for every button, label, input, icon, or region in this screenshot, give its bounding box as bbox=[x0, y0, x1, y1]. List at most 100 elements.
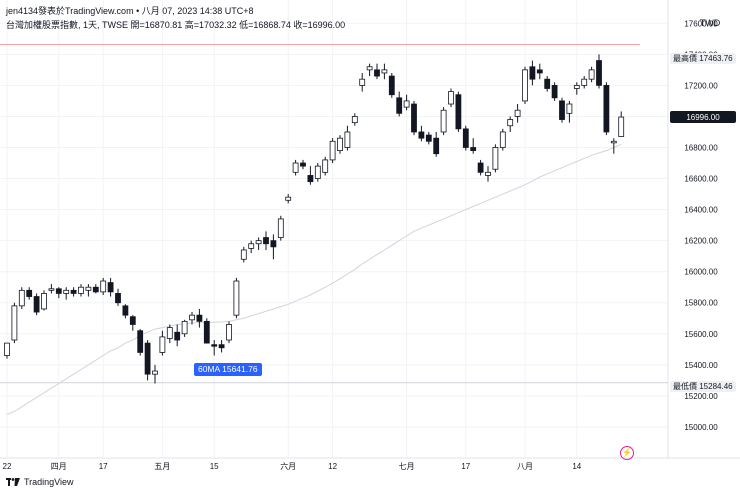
candle[interactable] bbox=[63, 287, 70, 300]
candle[interactable] bbox=[285, 194, 292, 204]
candle[interactable] bbox=[418, 125, 425, 142]
candle[interactable] bbox=[351, 113, 358, 126]
candle[interactable] bbox=[18, 287, 25, 309]
candle[interactable] bbox=[485, 166, 491, 182]
candle-body bbox=[270, 240, 277, 248]
symbol-ohlc-info: 台灣加權股票指數, 1天, TWSE 開=16870.81 高=17032.32… bbox=[6, 20, 346, 30]
candle[interactable] bbox=[396, 91, 403, 117]
candle-body bbox=[485, 171, 491, 176]
candle[interactable] bbox=[100, 277, 107, 295]
candle[interactable] bbox=[403, 94, 410, 111]
candle[interactable] bbox=[522, 66, 528, 105]
price-tick-label: 15000.00 bbox=[684, 423, 718, 432]
candle[interactable] bbox=[78, 284, 84, 297]
price-tick-label: 15800.00 bbox=[684, 299, 718, 308]
candle[interactable] bbox=[115, 288, 121, 306]
candle[interactable] bbox=[596, 54, 602, 89]
lightning-icon[interactable]: ⚡ bbox=[620, 446, 634, 460]
tradingview-footer[interactable]: TradingView bbox=[6, 477, 74, 487]
candle[interactable] bbox=[381, 63, 388, 80]
candle[interactable] bbox=[233, 277, 240, 319]
candle[interactable] bbox=[411, 100, 417, 136]
candle[interactable] bbox=[307, 166, 314, 185]
candle[interactable] bbox=[11, 302, 18, 344]
candle[interactable] bbox=[366, 63, 373, 77]
candle[interactable] bbox=[344, 125, 351, 151]
candle-body bbox=[396, 97, 403, 114]
candle[interactable] bbox=[329, 138, 336, 164]
candle[interactable] bbox=[211, 340, 218, 356]
candle[interactable] bbox=[122, 304, 129, 319]
candle[interactable] bbox=[144, 340, 151, 381]
candle[interactable] bbox=[455, 91, 462, 132]
candle[interactable] bbox=[92, 284, 99, 294]
candle[interactable] bbox=[33, 293, 40, 316]
candle[interactable] bbox=[292, 159, 299, 176]
candle[interactable] bbox=[337, 135, 343, 154]
candle[interactable] bbox=[55, 287, 62, 299]
candle[interactable] bbox=[181, 319, 188, 337]
candle[interactable] bbox=[529, 60, 536, 86]
candle[interactable] bbox=[448, 88, 454, 108]
candle[interactable] bbox=[559, 97, 565, 123]
candle[interactable] bbox=[218, 340, 225, 353]
candle[interactable] bbox=[137, 329, 144, 356]
candle[interactable] bbox=[440, 107, 447, 136]
candle[interactable] bbox=[196, 308, 203, 328]
candle[interactable] bbox=[603, 82, 610, 136]
candle[interactable] bbox=[566, 100, 573, 123]
candle[interactable] bbox=[536, 63, 543, 80]
candle[interactable] bbox=[263, 231, 269, 250]
candle[interactable] bbox=[322, 156, 329, 176]
candle[interactable] bbox=[166, 324, 173, 344]
candle[interactable] bbox=[129, 315, 136, 331]
candle[interactable] bbox=[514, 104, 521, 123]
candle[interactable] bbox=[240, 246, 247, 263]
candle-body bbox=[218, 344, 225, 349]
candle[interactable] bbox=[152, 364, 158, 384]
candle[interactable] bbox=[4, 342, 10, 359]
candle[interactable] bbox=[477, 159, 484, 176]
candle[interactable] bbox=[48, 284, 55, 294]
candle[interactable] bbox=[610, 138, 617, 154]
candle[interactable] bbox=[588, 66, 595, 83]
candle[interactable] bbox=[300, 159, 306, 170]
currency-label[interactable]: TWD bbox=[699, 18, 721, 28]
candle[interactable] bbox=[203, 318, 210, 344]
candle[interactable] bbox=[85, 284, 92, 297]
candle[interactable] bbox=[174, 324, 181, 347]
candle-body bbox=[174, 331, 181, 341]
time-tick-label: 八月 bbox=[517, 462, 533, 471]
candle[interactable] bbox=[470, 138, 477, 154]
candle[interactable] bbox=[26, 287, 33, 300]
candles[interactable] bbox=[4, 54, 625, 384]
candle[interactable] bbox=[189, 312, 195, 325]
candle[interactable] bbox=[551, 82, 558, 101]
candle[interactable] bbox=[462, 125, 469, 151]
candle[interactable] bbox=[492, 144, 499, 173]
candle[interactable] bbox=[277, 215, 284, 241]
candle-body bbox=[440, 109, 447, 133]
candle[interactable] bbox=[618, 111, 625, 137]
candle[interactable] bbox=[507, 116, 514, 132]
candle[interactable] bbox=[388, 72, 395, 98]
candle[interactable] bbox=[41, 290, 47, 311]
candle[interactable] bbox=[433, 131, 440, 157]
candle[interactable] bbox=[544, 76, 551, 92]
candle[interactable] bbox=[248, 240, 255, 254]
candle[interactable] bbox=[70, 287, 77, 297]
candle[interactable] bbox=[270, 234, 277, 260]
candle[interactable] bbox=[359, 72, 366, 92]
candle[interactable] bbox=[581, 76, 588, 89]
candle[interactable] bbox=[374, 63, 380, 80]
candle[interactable] bbox=[107, 277, 114, 297]
candle[interactable] bbox=[573, 82, 580, 95]
candle[interactable] bbox=[159, 330, 166, 356]
candle[interactable] bbox=[314, 163, 321, 182]
candle[interactable] bbox=[255, 237, 262, 250]
candle-body bbox=[507, 119, 514, 127]
candle[interactable] bbox=[425, 131, 432, 145]
candle[interactable] bbox=[226, 321, 232, 344]
candle[interactable] bbox=[499, 128, 506, 151]
